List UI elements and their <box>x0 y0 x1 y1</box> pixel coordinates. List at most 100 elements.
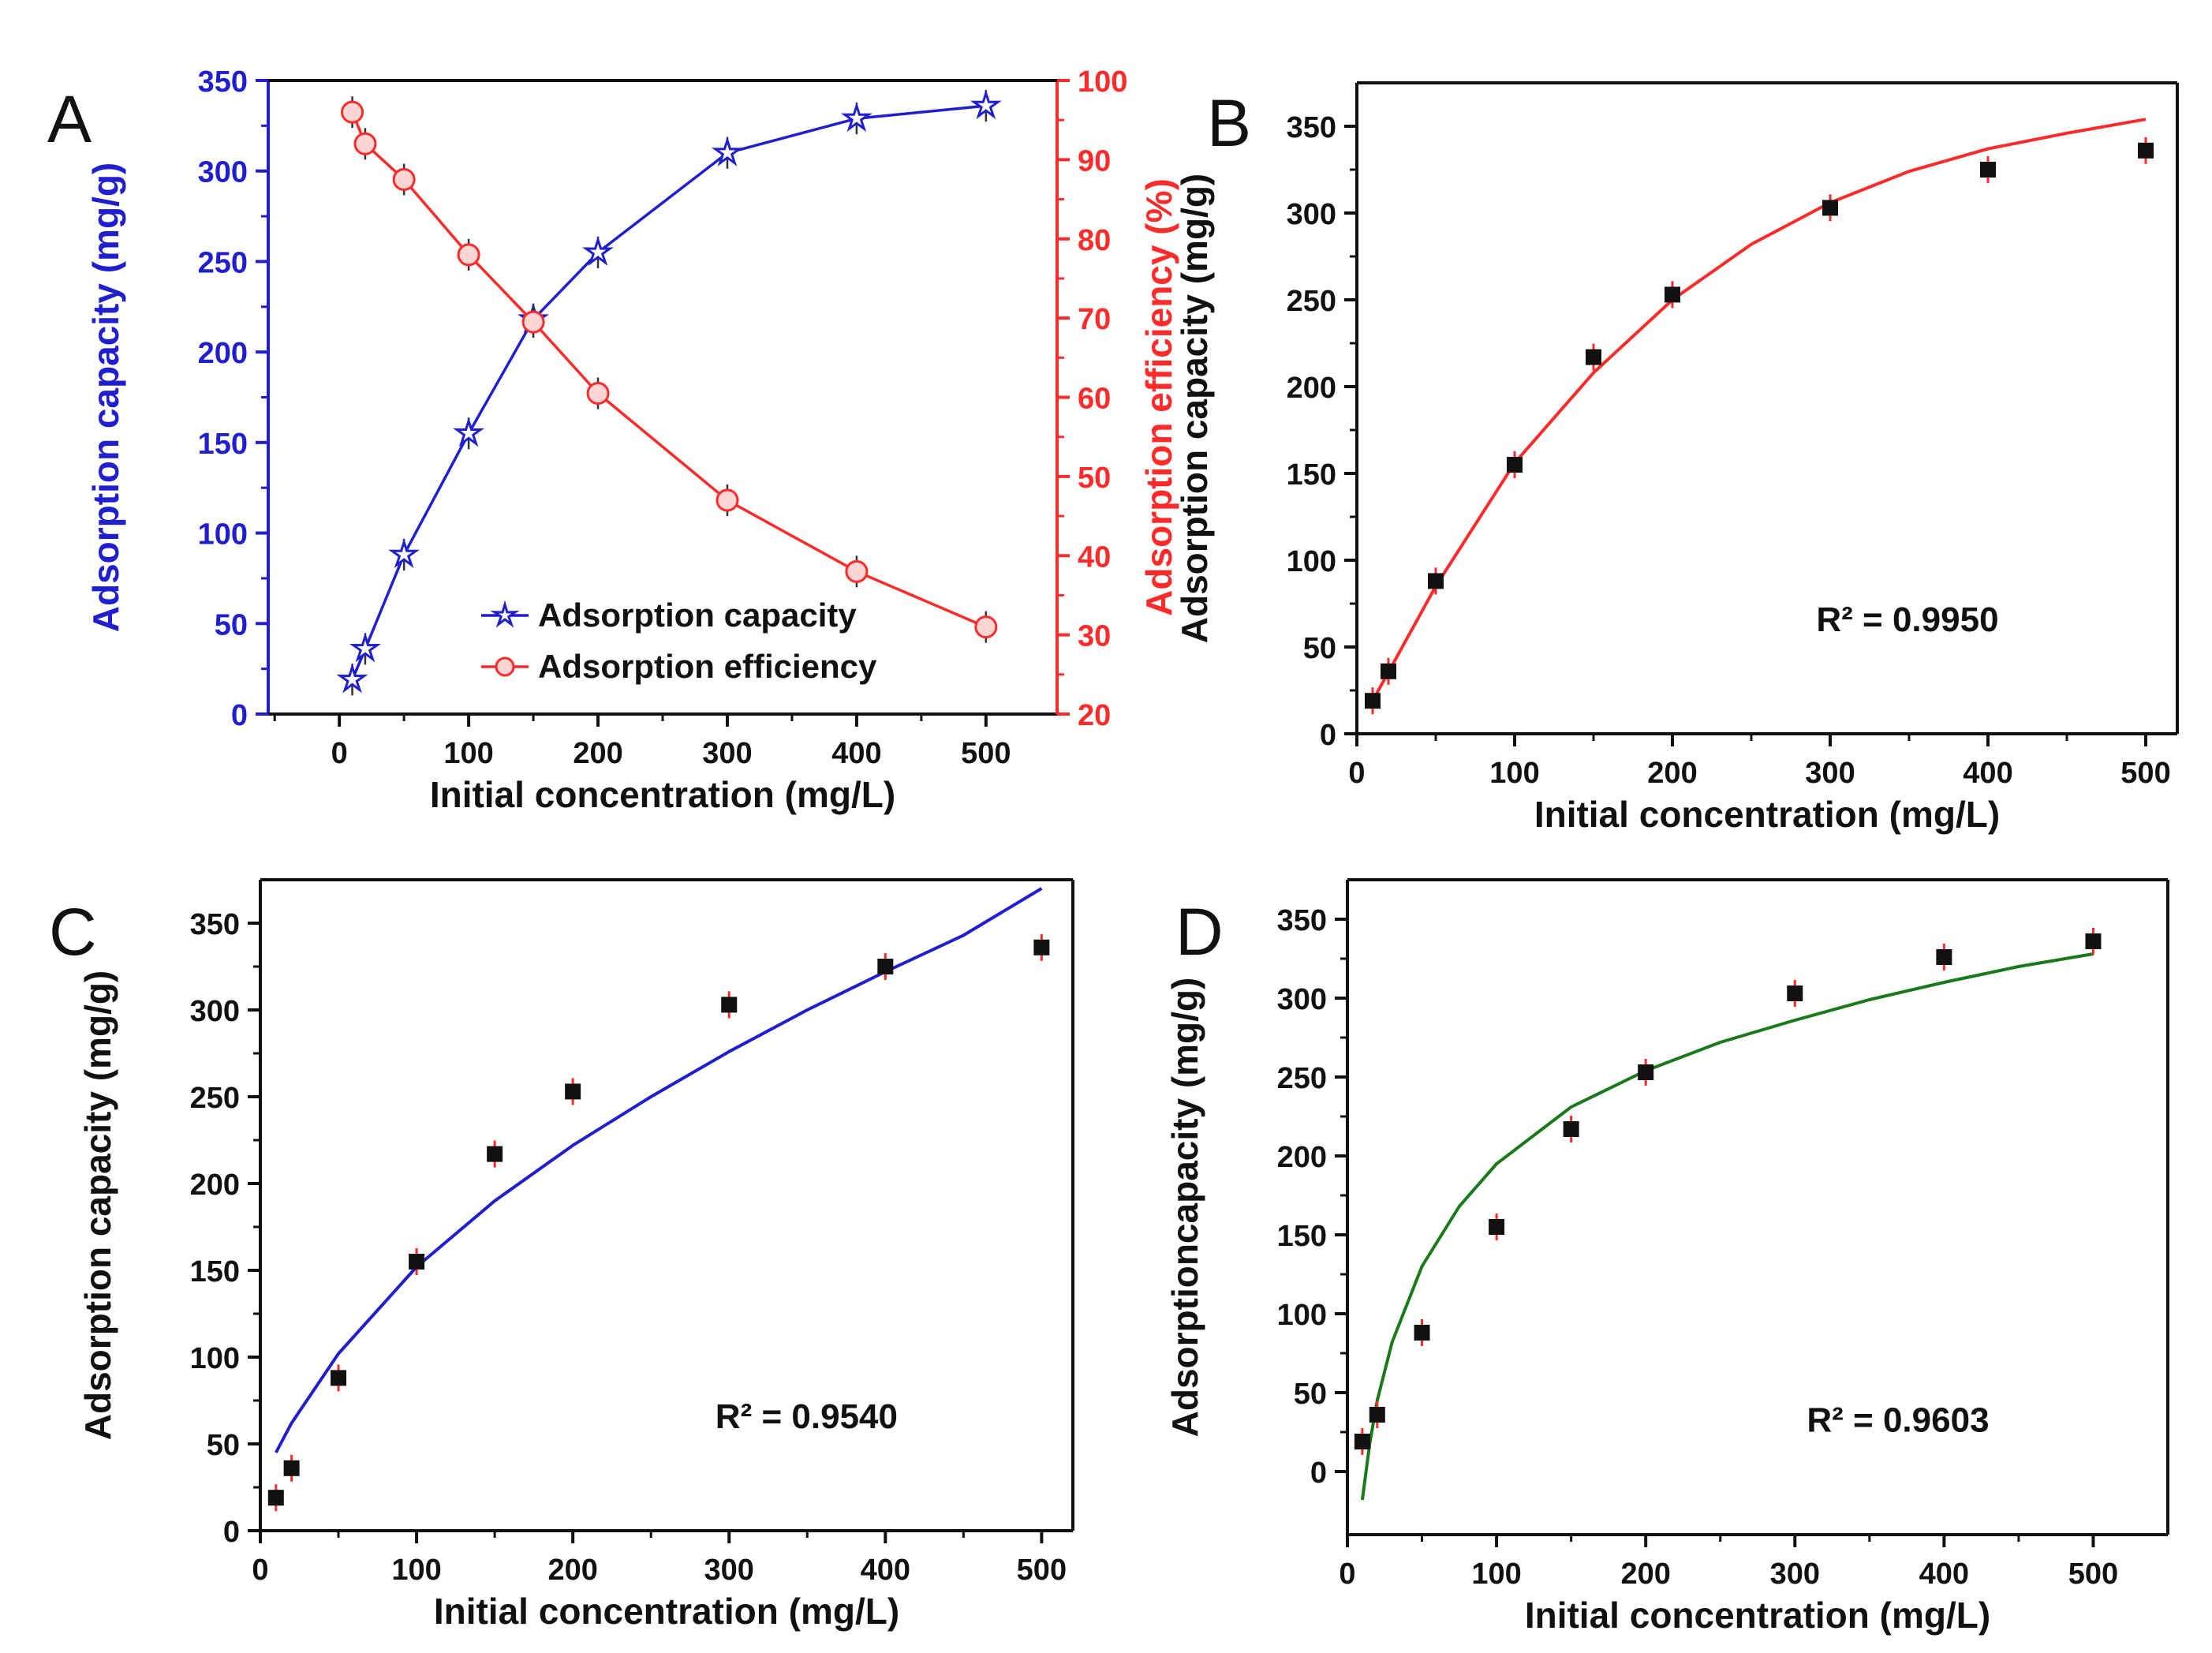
legend-marker-efficiency <box>495 656 515 677</box>
x-tick-label: 300 <box>1805 757 1855 790</box>
data-point <box>331 1370 347 1386</box>
x-axis-title: Initial concentration (mg/L) <box>430 774 895 815</box>
panel-letter: C <box>49 895 97 969</box>
efficiency-point <box>457 243 480 267</box>
efficiency-point <box>845 559 869 583</box>
x-tick-label: 100 <box>391 1554 441 1587</box>
data-point <box>283 1460 300 1476</box>
data-point <box>1489 1219 1505 1235</box>
y-tick-label: 200 <box>1287 372 1336 405</box>
x-tick-label: 200 <box>1620 1558 1670 1591</box>
x-tick-label: 0 <box>1348 757 1365 790</box>
x-tick-label: 0 <box>252 1554 268 1587</box>
efficiency-point <box>974 615 998 639</box>
legend-label-capacity: Adsorption capacity <box>538 597 857 634</box>
r-squared-annotation: R² = 0.9603 <box>1807 1401 1989 1439</box>
y-tick-label: 100 <box>1287 545 1336 578</box>
capacity-point <box>349 632 381 663</box>
y2-tick-label: 100 <box>1078 65 1127 99</box>
panel-letter: A <box>47 82 92 156</box>
y-tick-label: 300 <box>1277 983 1327 1016</box>
panel-c: C 0 100 200 300 400 500 0 50 100 150 200 250 300 350 In… <box>49 878 1074 1632</box>
data-point <box>1787 985 1803 1001</box>
y-tick-label: 200 <box>198 337 248 370</box>
data-point <box>267 1490 284 1506</box>
y-tick-label: 200 <box>1277 1141 1327 1174</box>
data-point <box>409 1254 425 1270</box>
y-tick-label: 350 <box>190 908 240 941</box>
y-tick-label: 50 <box>1294 1378 1327 1411</box>
capacity-point <box>840 102 872 133</box>
y2-tick-label: 90 <box>1078 144 1111 178</box>
series-line-efficiency <box>350 111 987 629</box>
panel-a: A 0 100 200 300 400 500 0 50 100 150 200 250 300 350 20… <box>47 65 1179 815</box>
y-tick-label: 300 <box>190 995 240 1028</box>
y-tick-label: 150 <box>190 1255 240 1288</box>
y-tick-label: 0 <box>231 699 248 732</box>
x-axis-title: Initial concentration (mg/L) <box>1525 1595 1990 1636</box>
y-tick-label: 0 <box>1320 719 1336 752</box>
capacity-point <box>970 89 1002 120</box>
x-tick-label: 200 <box>547 1554 597 1587</box>
legend-label-efficiency: Adsorption efficiency <box>538 648 877 685</box>
x-tick-label: 500 <box>1017 1554 1067 1587</box>
x-tick-label: 300 <box>704 1554 754 1587</box>
data-point <box>1414 1325 1430 1341</box>
y2-tick-label: 20 <box>1078 699 1111 732</box>
x-tick-label: 400 <box>831 737 881 770</box>
x-tick-label: 100 <box>1489 757 1539 790</box>
y-tick-label: 350 <box>1277 904 1327 937</box>
fit-curve <box>275 887 1043 1453</box>
panel-b: B 0 100 200 300 400 500 0 50 100 150 200 250 300 350 In… <box>1174 81 2179 835</box>
fit-curve <box>1360 952 2094 1501</box>
y-tick-label: 250 <box>1287 285 1336 318</box>
data-point <box>1563 1121 1579 1137</box>
y-axis-title: Adsorption capacity (mg/g) <box>1174 174 1215 643</box>
data-point <box>1936 949 1952 965</box>
data-point <box>1033 939 1050 956</box>
x-tick-label: 500 <box>2068 1558 2118 1591</box>
y-tick-label: 150 <box>1287 458 1336 492</box>
capacity-point <box>582 236 614 266</box>
x-axis-title: Initial concentration (mg/L) <box>434 1591 899 1632</box>
data-point <box>2085 933 2102 949</box>
x-tick-label: 400 <box>861 1554 910 1587</box>
data-point <box>1381 663 1396 679</box>
efficiency-point <box>341 100 364 124</box>
data-point <box>1638 1064 1654 1080</box>
y-tick-label: 50 <box>1303 632 1336 665</box>
y-tick-label: 0 <box>223 1516 240 1549</box>
y-tick-label: 50 <box>215 608 248 641</box>
data-point <box>1822 200 1838 216</box>
y2-tick-label: 60 <box>1078 383 1111 416</box>
panel-letter: B <box>1207 86 1251 160</box>
data-point <box>2138 142 2154 159</box>
y-tick-label: 300 <box>198 156 248 189</box>
x-tick-label: 500 <box>2120 757 2170 790</box>
y-axis-title: Adsorption capacity (mg/g) <box>85 163 126 632</box>
efficiency-point <box>392 167 416 191</box>
fit-curve <box>1371 118 2147 702</box>
y-tick-label: 100 <box>1277 1299 1327 1332</box>
capacity-point <box>712 136 743 166</box>
data-point <box>1665 286 1680 303</box>
y-tick-label: 50 <box>207 1429 240 1462</box>
y-tick-label: 350 <box>1287 111 1336 144</box>
efficiency-point <box>716 488 739 512</box>
y-axis-title: Adsorption capacity (mg/g) <box>77 970 118 1440</box>
data-point <box>1980 162 1996 178</box>
y-tick-label: 250 <box>190 1082 240 1115</box>
x-axis-title: Initial concentration (mg/L) <box>1534 794 2000 835</box>
data-point <box>565 1083 581 1100</box>
data-point <box>487 1146 503 1162</box>
capacity-point <box>453 417 485 447</box>
x-tick-label: 0 <box>331 737 348 770</box>
x-tick-label: 100 <box>1471 1558 1521 1591</box>
y-tick-label: 0 <box>1310 1457 1327 1490</box>
data-point <box>1507 457 1523 473</box>
series-line-capacity <box>350 104 986 681</box>
data-point <box>1369 1407 1385 1423</box>
panel-d: D 0 100 200 300 400 500 0 50 100 150 200 250 300 350 In… <box>1164 878 2169 1636</box>
x-tick-label: 300 <box>1770 1558 1820 1591</box>
